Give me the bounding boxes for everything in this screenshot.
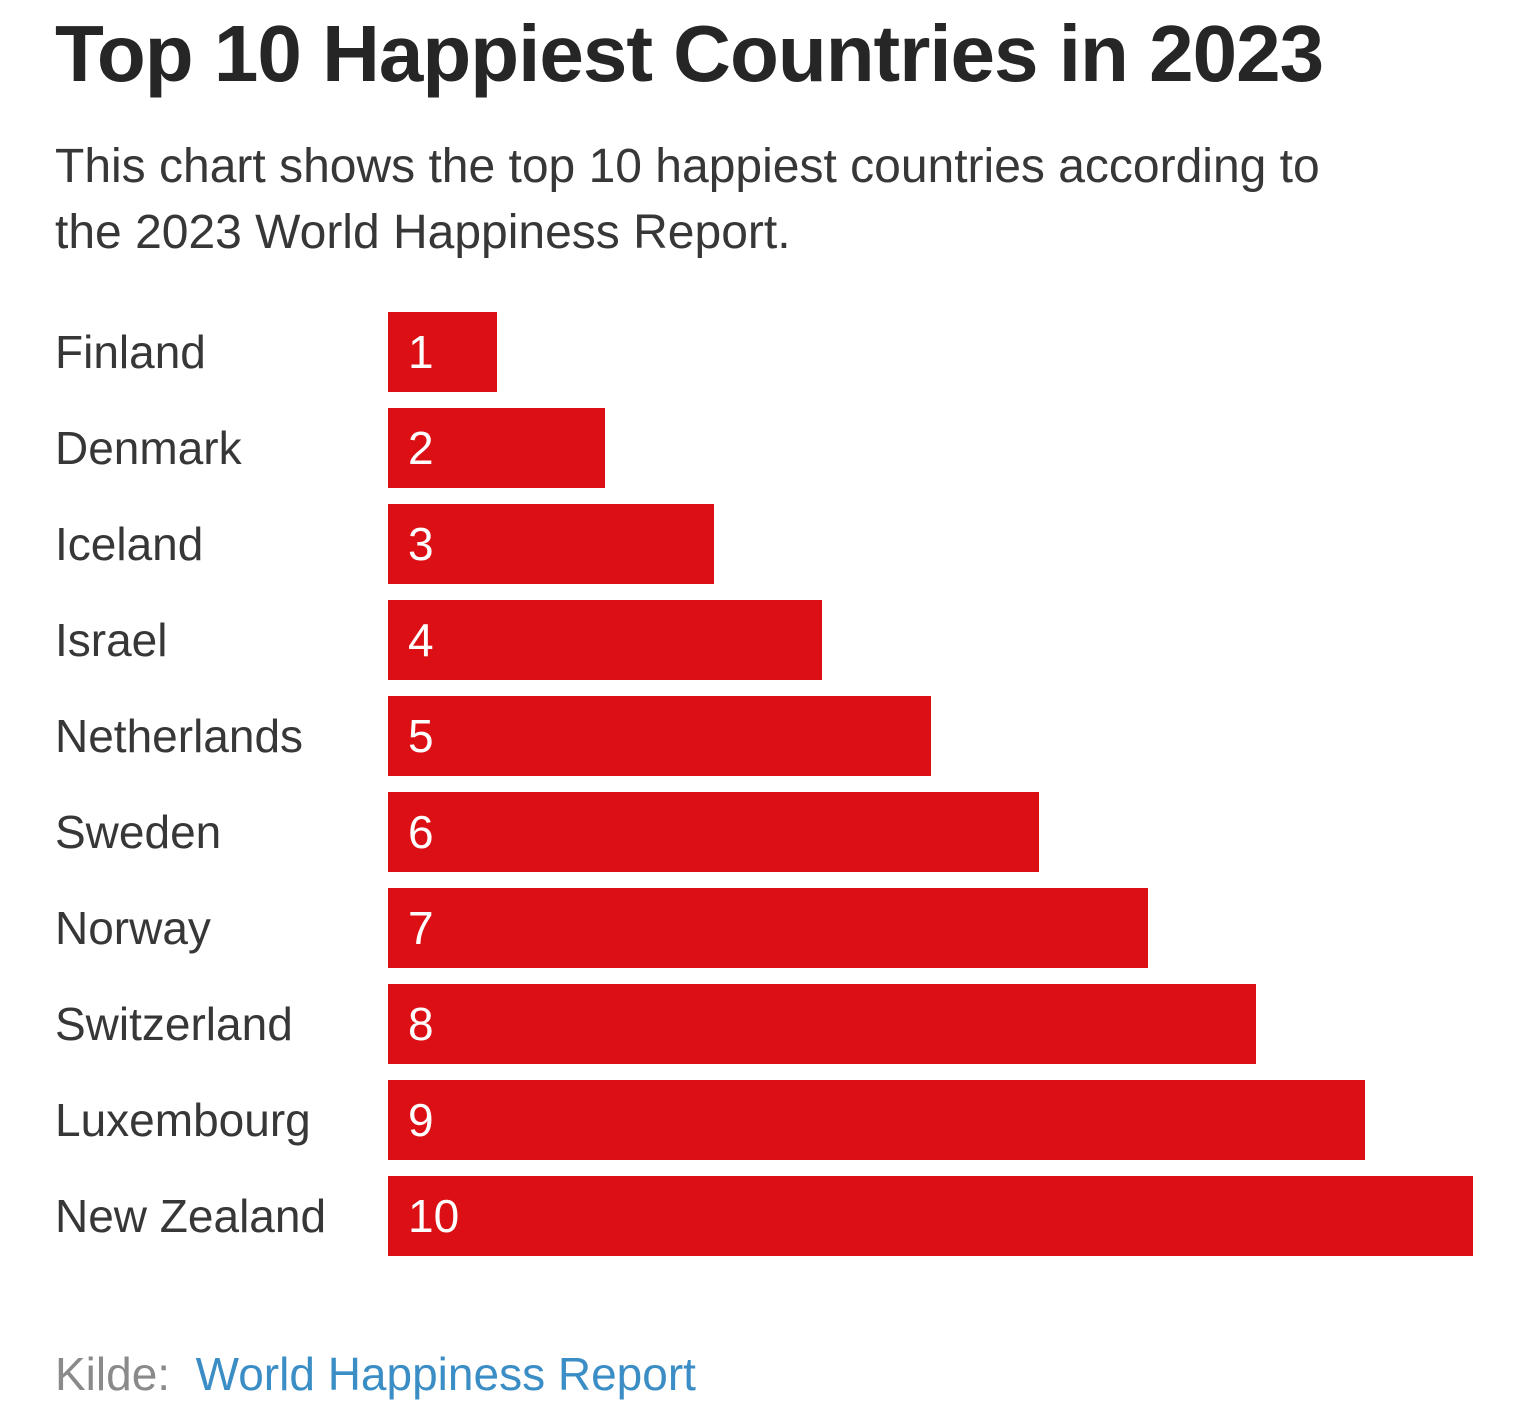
rank-bar: 1 (388, 312, 497, 392)
rank-value-label: 7 (408, 902, 434, 954)
rank-value-label: 2 (408, 422, 434, 474)
chart-subtitle: This chart shows the top 10 happiest cou… (55, 134, 1473, 266)
country-label: New Zealand (55, 1190, 327, 1242)
rank-value-label: 10 (408, 1190, 460, 1242)
country-label: Netherlands (55, 710, 304, 762)
source-label-space (183, 1348, 196, 1400)
bar-chart: Finland 1 Denmark 2 Iceland 3 Israel 4 Netherlan… (55, 312, 1473, 1256)
subtitle-line-1: This chart shows the top 10 happiest cou… (55, 140, 1320, 193)
bar-track: 1 (388, 312, 1473, 392)
chart-row: Finland 1 (55, 312, 1473, 392)
country-label: Norway (55, 902, 211, 954)
bar-track: 2 (388, 408, 1473, 488)
rank-bar: 8 (388, 984, 1256, 1064)
chart-row: Denmark 2 (55, 408, 1473, 488)
chart-row: Netherlands 5 (55, 696, 1473, 776)
chart-title: Top 10 Happiest Countries in 2023 (55, 9, 1324, 98)
source-link[interactable]: World Happiness Report (195, 1348, 696, 1400)
rank-bar: 10 (388, 1176, 1473, 1256)
country-label: Sweden (55, 806, 222, 858)
rank-value-label: 3 (408, 518, 434, 570)
chart-row: Luxembourg 9 (55, 1080, 1473, 1160)
country-label: Israel (55, 614, 168, 666)
rank-bar: 4 (388, 600, 822, 680)
rank-value-label: 1 (408, 326, 434, 378)
chart-row: Sweden 6 (55, 792, 1473, 872)
rank-bar: 9 (388, 1080, 1365, 1160)
rank-value-label: 8 (408, 998, 434, 1050)
rank-value-label: 5 (408, 710, 434, 762)
bar-track: 7 (388, 888, 1473, 968)
chart-row: Norway 7 (55, 888, 1473, 968)
source-line: Kilde: World Happiness Report (55, 1344, 1473, 1402)
subtitle-line-2: the 2023 World Happiness Report. (55, 206, 791, 259)
rank-bar: 2 (388, 408, 605, 488)
country-label: Denmark (55, 422, 242, 474)
chart-row: New Zealand 10 (55, 1176, 1473, 1256)
bar-track: 3 (388, 504, 1473, 584)
source-label: Kilde: (55, 1348, 171, 1400)
rank-value-label: 6 (408, 806, 434, 858)
rank-bar: 3 (388, 504, 714, 584)
bar-track: 4 (388, 600, 1473, 680)
rank-bar: 5 (388, 696, 931, 776)
rank-value-label: 9 (408, 1094, 434, 1146)
chart-row: Israel 4 (55, 600, 1473, 680)
bar-track: 5 (388, 696, 1473, 776)
bar-track: 8 (388, 984, 1473, 1064)
rank-value-label: 4 (408, 614, 434, 666)
country-label: Finland (55, 326, 206, 378)
bar-track: 6 (388, 792, 1473, 872)
bar-track: 9 (388, 1080, 1473, 1160)
country-label: Luxembourg (55, 1094, 311, 1146)
country-label: Switzerland (55, 998, 293, 1050)
rank-bar: 7 (388, 888, 1148, 968)
bar-track: 10 (388, 1176, 1473, 1256)
rank-bar: 6 (388, 792, 1039, 872)
country-label: Iceland (55, 518, 204, 570)
chart-row: Iceland 3 (55, 504, 1473, 584)
chart-row: Switzerland 8 (55, 984, 1473, 1064)
